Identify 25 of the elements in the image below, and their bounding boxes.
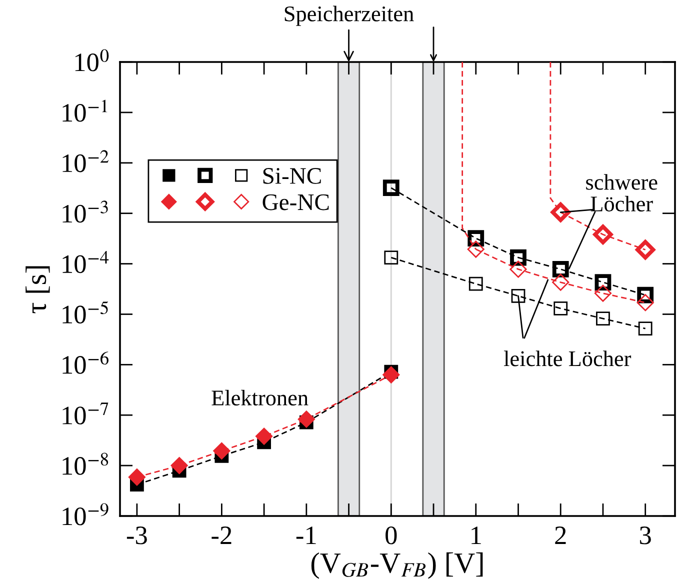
x-tick-label: 3: [640, 526, 651, 544]
legend-label: Si-NC: [263, 168, 321, 184]
y-tick-label: 10$^{−7}$: [62, 402, 108, 424]
annotation: leichte Löcher: [504, 350, 632, 366]
y-tick-label: 10$^{−8}$: [62, 452, 108, 475]
x-tick-label: -2: [212, 526, 232, 544]
y-tick-label: 10$^{−5}$: [62, 301, 108, 324]
y-tick-label: 10$^{−3}$: [62, 200, 108, 223]
y-tick-label: 10$^{−9}$: [62, 503, 108, 526]
y-axis-title: τ [s]: [26, 266, 50, 314]
annotation: Speicherzeiten: [284, 6, 414, 26]
x-tick-label: -1: [296, 526, 316, 544]
annotation: schwere Löcher: [586, 174, 658, 212]
y-tick-label: 10$^{−4}$: [62, 251, 109, 274]
y-tick-label: 10$^{−1}$: [62, 100, 108, 122]
x-tick-label: 1: [472, 526, 481, 544]
x-tick-label: 2: [555, 526, 566, 544]
x-tick-label: -3: [126, 526, 147, 544]
x-axis-title: (V$_{GB}$-V$_{FB}$) [V]: [311, 552, 483, 579]
x-tick-label: 0: [386, 526, 397, 544]
y-tick-label: 10$^{0}$: [75, 49, 109, 72]
y-tick-label: 10$^{−6}$: [62, 352, 108, 374]
annotation: Elektronen: [212, 390, 308, 406]
y-tick-label: 10$^{−2}$: [62, 150, 109, 172]
legend-label: Ge-NC: [262, 194, 329, 210]
